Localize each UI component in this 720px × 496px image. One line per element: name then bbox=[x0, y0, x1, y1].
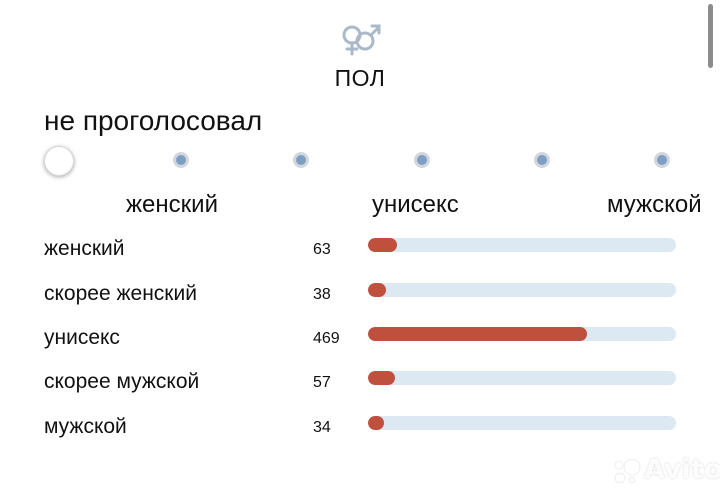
result-bar-track bbox=[368, 238, 676, 252]
avito-watermark-text: Avito bbox=[644, 454, 720, 485]
scale-label-right: мужской bbox=[607, 191, 702, 218]
result-count: 38 bbox=[313, 286, 331, 303]
result-label: унисекс bbox=[44, 326, 120, 349]
result-label: мужской bbox=[44, 415, 127, 438]
result-count: 63 bbox=[313, 241, 331, 258]
result-bar-track bbox=[368, 283, 676, 297]
result-label: женский bbox=[44, 237, 125, 260]
result-bar-fill bbox=[368, 371, 395, 385]
rating-option-2[interactable] bbox=[173, 152, 189, 168]
rating-option-5[interactable] bbox=[534, 152, 550, 168]
scale-label-middle: унисекс bbox=[372, 191, 459, 218]
rating-option-6[interactable] bbox=[654, 152, 670, 168]
rating-option-1[interactable] bbox=[44, 146, 74, 176]
avito-logo-icon bbox=[614, 458, 641, 484]
vote-status: не проголосовал bbox=[44, 105, 263, 136]
result-bar-fill bbox=[368, 416, 384, 430]
rating-option-3[interactable] bbox=[293, 152, 309, 168]
result-bar-track bbox=[368, 371, 676, 385]
rating-option-4[interactable] bbox=[414, 152, 430, 168]
result-count: 34 bbox=[313, 419, 331, 436]
gender-symbols-icon bbox=[336, 18, 384, 58]
result-count: 469 bbox=[313, 330, 340, 347]
result-bar-fill bbox=[368, 238, 397, 252]
result-bar-track bbox=[368, 416, 676, 430]
scale-label-left: женский bbox=[126, 191, 218, 218]
result-label: скорее женский bbox=[44, 282, 197, 305]
avito-watermark: Avito bbox=[612, 454, 720, 486]
scrollbar[interactable] bbox=[708, 4, 713, 68]
result-bar-fill bbox=[368, 283, 386, 297]
result-count: 57 bbox=[313, 374, 331, 391]
result-bar-track bbox=[368, 327, 676, 341]
section-title: ПОЛ bbox=[334, 65, 386, 91]
gender-rating-selector bbox=[44, 144, 680, 178]
result-label: скорее мужской bbox=[44, 370, 200, 393]
result-bar-fill bbox=[368, 327, 587, 341]
